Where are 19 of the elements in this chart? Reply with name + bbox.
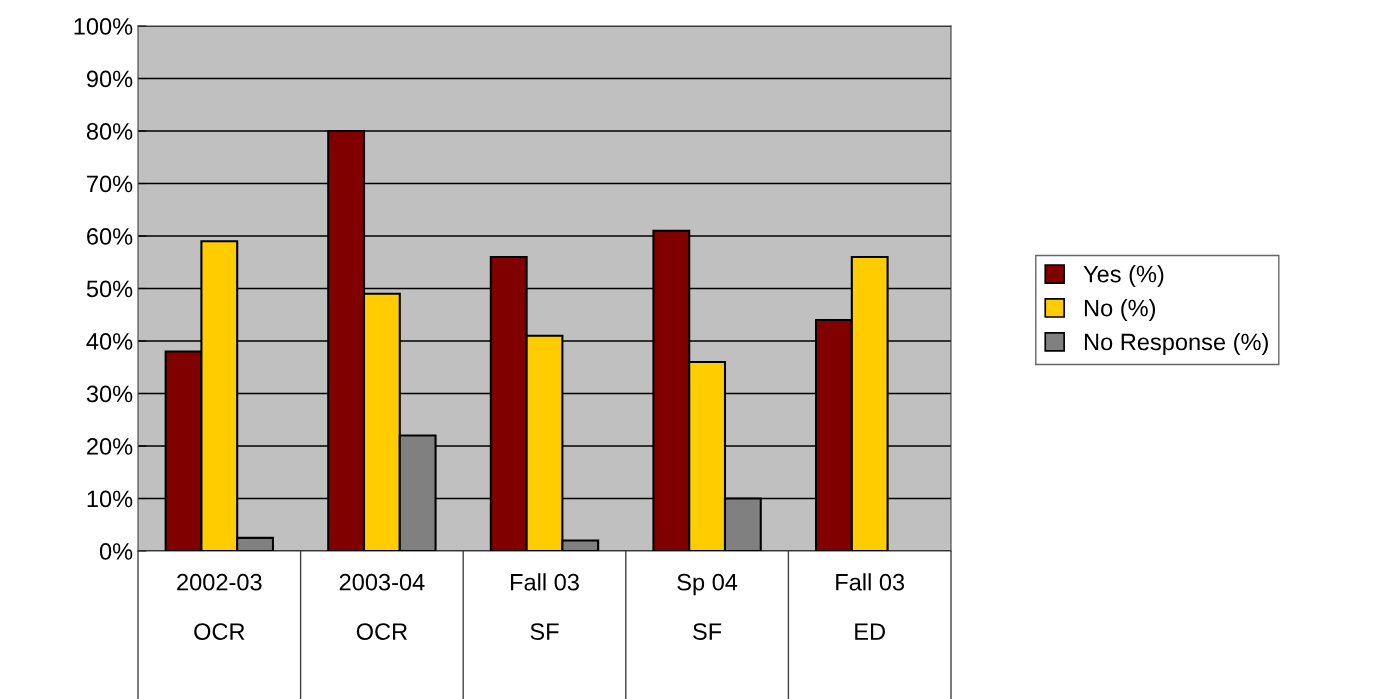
category-label: 2003-04 OCR [339, 573, 425, 640]
legend-label: Yes (%) [1083, 265, 1164, 288]
y-tick-label: 60% [87, 228, 133, 245]
y-tick-label: 50% [86, 280, 133, 298]
category-label: 2002-03 OCR [177, 573, 262, 640]
y-tick-label: 30% [86, 385, 133, 403]
category-label: Fall 03 SF [511, 573, 579, 640]
legend-label: No Response (%) [1084, 333, 1268, 356]
y-tick-label: 40% [86, 333, 133, 350]
y-tick-label: 90% [86, 70, 133, 88]
x-tick-label: Sp 04 SF [677, 573, 738, 640]
category-label: Fall 03 ED [836, 573, 905, 640]
y-tick-label: 20% [87, 438, 133, 455]
y-tick-label: 100% [74, 18, 133, 35]
legend-label: No (%) [1084, 299, 1156, 322]
y-tick-label: 70% [87, 175, 133, 193]
y-tick-label: 0% [99, 543, 133, 560]
y-tick-label: 10% [87, 490, 133, 508]
y-tick-label: 80% [86, 123, 133, 140]
